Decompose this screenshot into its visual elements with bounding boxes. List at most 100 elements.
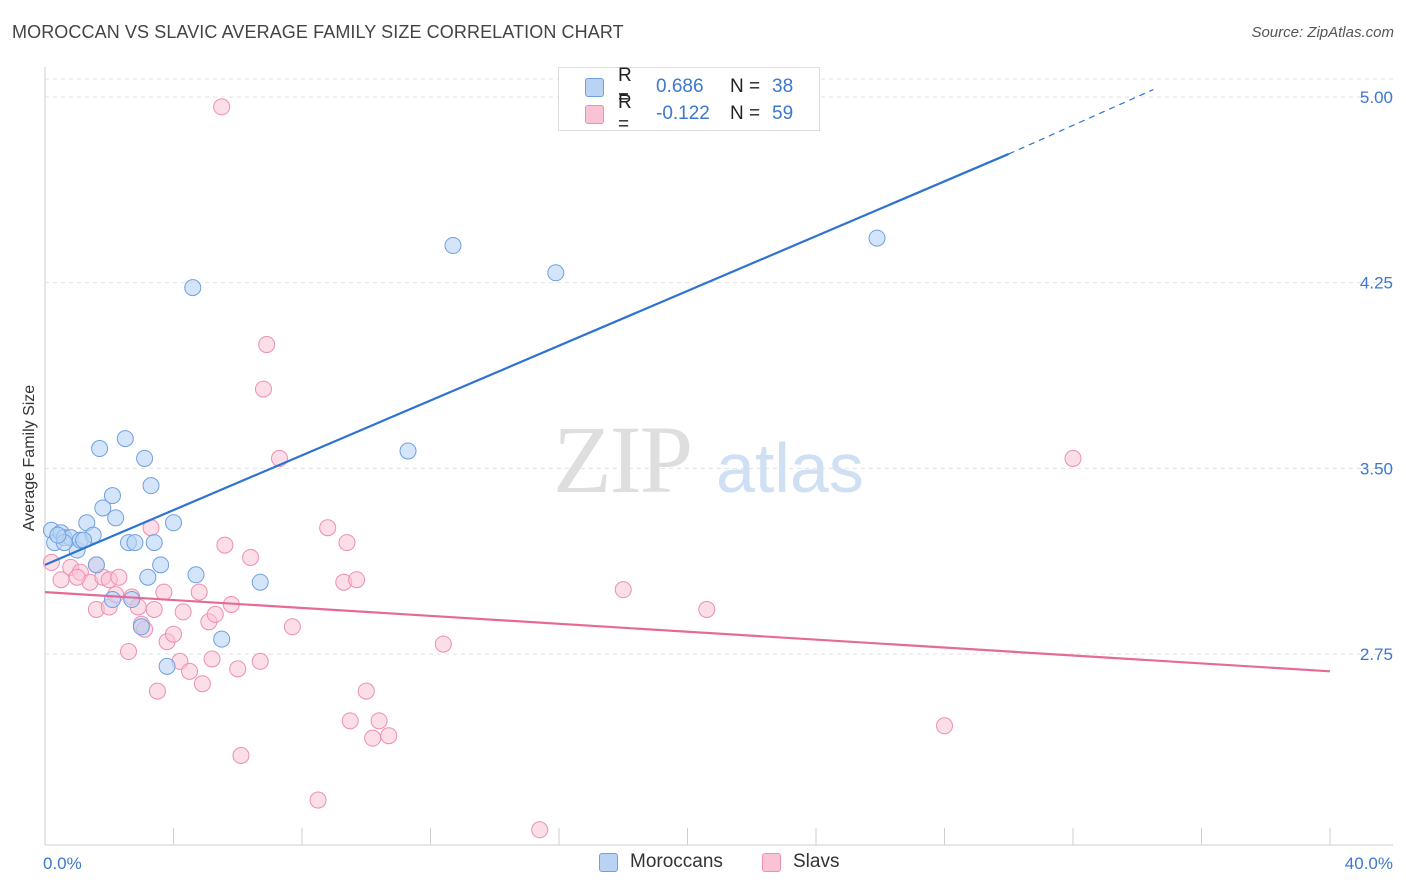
slav-point-49: [364, 729, 382, 747]
moroccan-point-24: [103, 591, 121, 609]
slav-point-18: [145, 600, 163, 618]
moroccans-legend-swatch: [599, 852, 618, 872]
slav-point-11: [110, 568, 128, 586]
n-value: 38: [772, 76, 794, 97]
slav-point-19: [148, 682, 166, 700]
slav-point-22: [165, 625, 182, 643]
moroccan-point-37: [49, 526, 67, 544]
slav-point-24: [174, 603, 192, 621]
moroccan-point-30: [251, 573, 269, 591]
trend-lines: [44, 89, 1331, 673]
slav-point-31: [216, 536, 234, 554]
n-label: N =: [730, 76, 761, 97]
slav-point-30: [206, 605, 224, 623]
slav-point-42: [309, 791, 327, 809]
moroccans-swatch: [585, 77, 604, 97]
y-tick-labels: 2.75 3.50 4.25 5.00: [1360, 88, 1393, 664]
watermark-zip: ZIP: [553, 406, 691, 513]
slav-point-43: [319, 519, 337, 537]
watermark-atlas: atlas: [716, 429, 864, 507]
x-tick-label-max: 40.0%: [1345, 854, 1393, 873]
r-label: R =: [618, 92, 632, 135]
moroccan-point-19: [145, 534, 163, 552]
moroccan-point-11: [94, 499, 112, 517]
n-label: N =: [730, 103, 761, 124]
n-value: 59: [772, 103, 794, 124]
slav-point-33: [229, 660, 247, 678]
slav-point-12: [120, 643, 138, 661]
moroccan-point-22: [165, 514, 182, 532]
moroccan-point-27: [184, 279, 202, 297]
moroccan-point-23: [123, 591, 141, 609]
moroccan-point-32: [444, 237, 462, 255]
watermark: ZIP atlas: [553, 406, 864, 513]
slav-point-46: [341, 712, 359, 730]
slav-point-55: [698, 600, 716, 618]
moroccan-point-26: [158, 657, 176, 675]
slav-point-27: [193, 675, 211, 693]
slav-point-47: [348, 571, 366, 589]
moroccans-legend-label: Moroccans: [630, 851, 723, 872]
x-ticks: [44, 828, 1331, 845]
source-credit: Source: ZipAtlas.com: [1251, 24, 1394, 41]
grid-lines: [45, 78, 1393, 655]
legend-row-slavs: R = -0.122 N = 59: [585, 92, 794, 135]
y-tick-label-1: 3.50: [1360, 459, 1393, 478]
slav-point-26: [190, 583, 208, 601]
y-axis-label: Average Family Size: [21, 385, 38, 532]
slavs-legend-swatch: [762, 852, 781, 872]
moroccan-point-10: [91, 440, 109, 458]
slavs-trend-line: [44, 591, 1331, 673]
legend-item-moroccans[interactable]: Moroccans: [599, 851, 723, 873]
moroccan-point-31: [399, 442, 417, 460]
chart-title: MOROCCAN VS SLAVIC AVERAGE FAMILY SIZE C…: [12, 22, 624, 42]
moroccans-trend-line: [44, 152, 1010, 566]
moroccan-point-12: [103, 487, 121, 505]
slavs-swatch: [585, 104, 604, 124]
slavs-legend-label: Slavs: [793, 851, 840, 872]
r-value: 0.686: [656, 76, 704, 97]
y-tick-label-0: 2.75: [1360, 645, 1393, 664]
slav-point-52: [434, 635, 452, 653]
moroccan-point-18: [142, 477, 160, 495]
moroccan-point-16: [126, 534, 144, 552]
x-tick-label-min: 0.0%: [43, 854, 82, 873]
moroccan-point-28: [187, 566, 205, 584]
moroccan-point-9: [87, 556, 105, 574]
moroccan-point-20: [139, 568, 157, 586]
slav-point-36: [251, 652, 269, 670]
slav-point-35: [242, 548, 260, 566]
moroccan-point-29: [213, 630, 231, 648]
slav-point-40: [283, 618, 301, 636]
moroccan-point-21: [152, 556, 170, 574]
moroccan-point-34: [868, 229, 886, 247]
legend-item-slavs[interactable]: Slavs: [762, 851, 839, 873]
slav-point-20: [155, 583, 173, 601]
series-legend: Moroccans Slavs: [0, 851, 1406, 877]
moroccan-point-33: [547, 264, 565, 282]
slav-point-37: [254, 380, 272, 398]
correlation-legend: R = 0.686 N = 38 R = -0.122 N = 59: [558, 65, 820, 135]
legend-row-moroccans: R = 0.686 N = 38: [585, 65, 794, 108]
slav-point-38: [258, 336, 276, 354]
slav-point-57: [1064, 449, 1082, 467]
moroccan-point-14: [116, 430, 134, 448]
y-tick-label-3: 5.00: [1360, 88, 1393, 107]
slav-point-58: [68, 568, 86, 586]
slav-point-48: [357, 682, 375, 700]
moroccans-trend-extension: [1008, 89, 1154, 155]
moroccan-point-13: [107, 509, 125, 527]
moroccan-point-17: [136, 449, 154, 467]
slav-point-41: [213, 98, 231, 116]
axes: [44, 67, 1393, 846]
r-label: R =: [618, 65, 632, 108]
slav-point-45: [338, 534, 356, 552]
slav-point-56: [936, 717, 953, 735]
slav-point-50: [370, 712, 388, 730]
slav-point-54: [614, 581, 632, 599]
slav-point-25: [181, 662, 199, 680]
slav-point-53: [531, 821, 549, 839]
slav-point-51: [380, 727, 398, 745]
slav-point-29: [203, 650, 221, 668]
